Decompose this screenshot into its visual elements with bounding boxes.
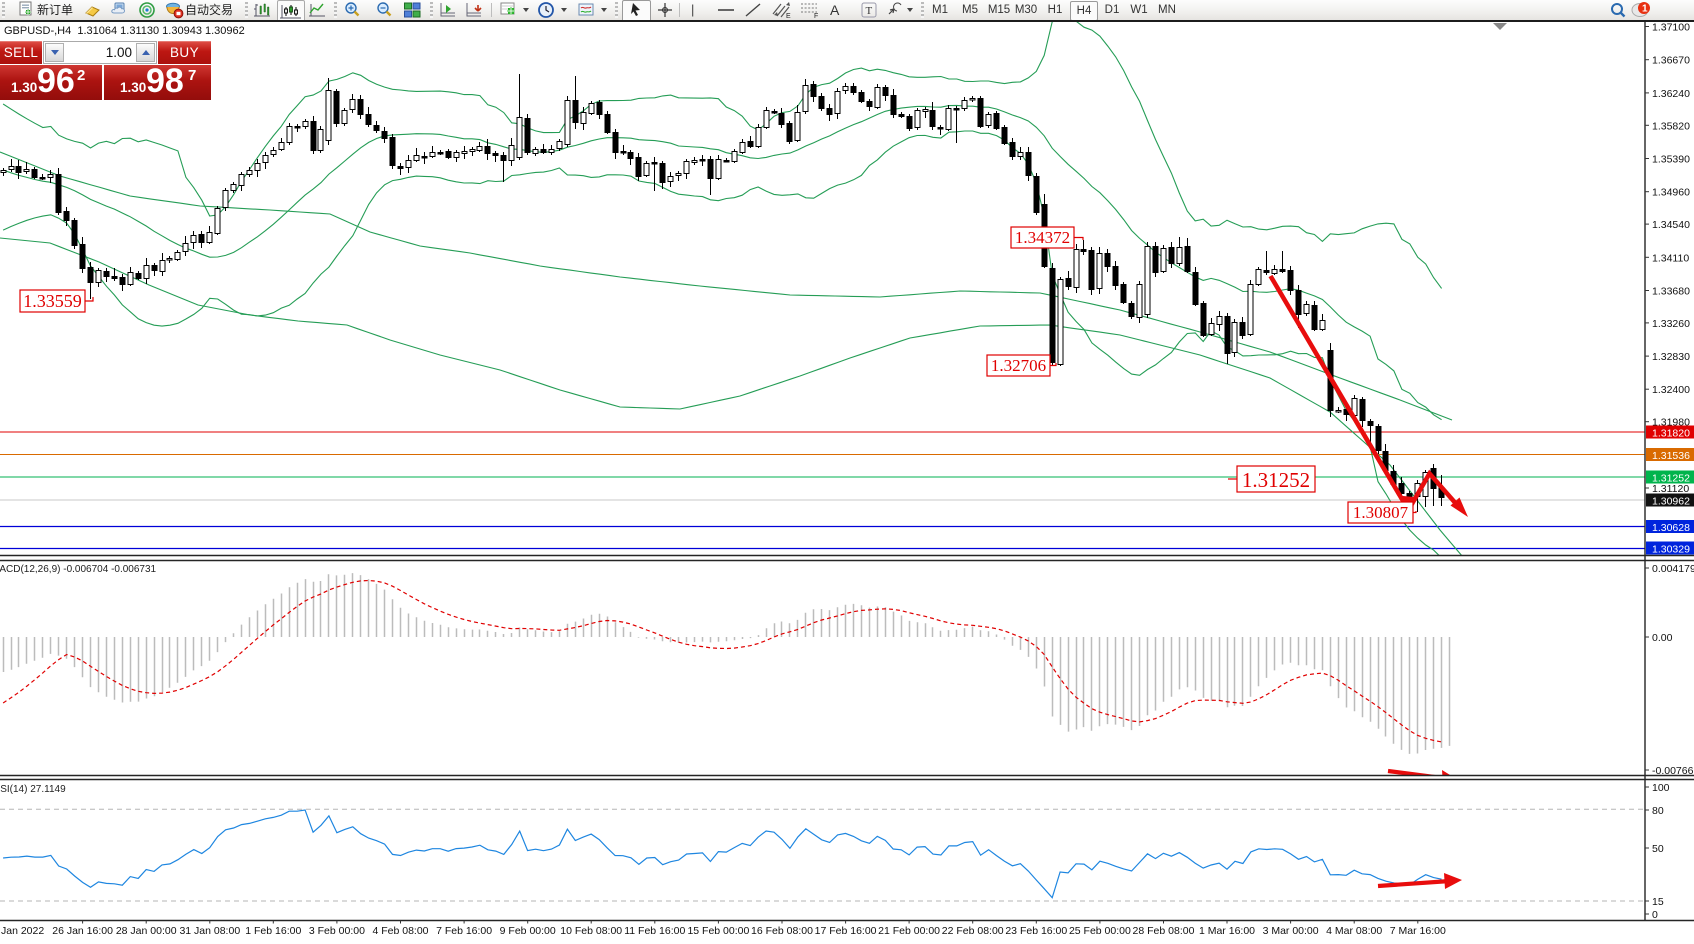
svg-text:1.33559: 1.33559 xyxy=(23,291,82,311)
svg-text:15 Feb 00:00: 15 Feb 00:00 xyxy=(687,925,749,937)
svg-text:16 Feb 08:00: 16 Feb 08:00 xyxy=(751,925,813,937)
svg-text:1.33260: 1.33260 xyxy=(1652,318,1690,330)
svg-text:RSI(14) 27.1149: RSI(14) 27.1149 xyxy=(0,784,66,795)
svg-text:1.32830: 1.32830 xyxy=(1652,351,1690,363)
svg-text:E: E xyxy=(786,13,791,20)
svg-text:1 Feb 16:00: 1 Feb 16:00 xyxy=(245,925,301,937)
svg-text:0: 0 xyxy=(1652,909,1658,921)
svg-text:Jan 2022: Jan 2022 xyxy=(1,925,44,937)
svg-text:1.33680: 1.33680 xyxy=(1652,286,1690,298)
svg-text:23 Feb 16:00: 23 Feb 16:00 xyxy=(1005,925,1067,937)
svg-text:1.31252: 1.31252 xyxy=(1652,473,1690,485)
svg-text:28 Feb 08:00: 28 Feb 08:00 xyxy=(1133,925,1195,937)
svg-text:7 Feb 16:00: 7 Feb 16:00 xyxy=(436,925,492,937)
svg-text:GBPUSD-,H4 1.31064 1.31130 1.: GBPUSD-,H4 1.31064 1.31130 1.30943 1.309… xyxy=(4,25,245,37)
svg-text:1.31120: 1.31120 xyxy=(1652,483,1689,495)
svg-text:1.34372: 1.34372 xyxy=(1015,228,1070,247)
svg-text:31 Jan 08:00: 31 Jan 08:00 xyxy=(179,925,240,937)
svg-text:15: 15 xyxy=(1652,896,1664,908)
svg-text:0.00: 0.00 xyxy=(1652,632,1673,644)
svg-text:1.31536: 1.31536 xyxy=(1652,450,1690,462)
svg-text:80: 80 xyxy=(1652,805,1664,817)
svg-text:1.34110: 1.34110 xyxy=(1652,252,1689,264)
svg-text:4 Mar 08:00: 4 Mar 08:00 xyxy=(1326,925,1382,937)
svg-text:1.30329: 1.30329 xyxy=(1652,544,1690,556)
svg-text:4 Feb 08:00: 4 Feb 08:00 xyxy=(372,925,428,937)
svg-text:22 Feb 08:00: 22 Feb 08:00 xyxy=(942,925,1004,937)
svg-text:9 Feb 00:00: 9 Feb 00:00 xyxy=(500,925,556,937)
svg-text:0.004179: 0.004179 xyxy=(1652,563,1694,575)
svg-text:1.31252: 1.31252 xyxy=(1242,468,1310,492)
svg-text:10 Feb 08:00: 10 Feb 08:00 xyxy=(560,925,622,937)
svg-text:17 Feb 16:00: 17 Feb 16:00 xyxy=(815,925,877,937)
svg-text:11 Feb 16:00: 11 Feb 16:00 xyxy=(624,925,685,937)
svg-text:21 Feb 00:00: 21 Feb 00:00 xyxy=(878,925,940,937)
svg-text:26 Jan 16:00: 26 Jan 16:00 xyxy=(52,925,113,937)
svg-text:100: 100 xyxy=(1652,782,1670,794)
svg-text:1.36670: 1.36670 xyxy=(1652,55,1690,67)
svg-text:T: T xyxy=(866,5,873,17)
svg-text:28 Jan 00:00: 28 Jan 00:00 xyxy=(116,925,177,937)
svg-text:1.34960: 1.34960 xyxy=(1652,187,1690,199)
svg-text:1.34540: 1.34540 xyxy=(1652,219,1690,231)
svg-text:1.36240: 1.36240 xyxy=(1652,88,1690,100)
svg-text:F: F xyxy=(814,13,818,20)
svg-text:50: 50 xyxy=(1652,843,1664,855)
svg-text:1.32706: 1.32706 xyxy=(991,356,1046,375)
svg-text:1.35820: 1.35820 xyxy=(1652,120,1690,132)
svg-text:25 Feb 00:00: 25 Feb 00:00 xyxy=(1069,925,1131,937)
svg-text:-0.007666: -0.007666 xyxy=(1652,765,1694,777)
svg-text:1.30807: 1.30807 xyxy=(1353,503,1409,522)
svg-text:1.35390: 1.35390 xyxy=(1652,154,1690,166)
svg-text:3 Mar 00:00: 3 Mar 00:00 xyxy=(1263,925,1319,937)
svg-text:1.30962: 1.30962 xyxy=(1652,496,1690,508)
svg-text:7 Mar 16:00: 7 Mar 16:00 xyxy=(1390,925,1446,937)
svg-text:1.37100: 1.37100 xyxy=(1652,22,1690,34)
svg-text:1 Mar 16:00: 1 Mar 16:00 xyxy=(1199,925,1255,937)
svg-text:1.31820: 1.31820 xyxy=(1652,428,1690,440)
svg-text:1: 1 xyxy=(1642,4,1648,15)
svg-text:1.30628: 1.30628 xyxy=(1652,522,1690,534)
svg-text:MACD(12,26,9) -0.006704 -0.006: MACD(12,26,9) -0.006704 -0.006731 xyxy=(0,564,157,575)
svg-text:3 Feb 00:00: 3 Feb 00:00 xyxy=(309,925,365,937)
svg-text:1.32400: 1.32400 xyxy=(1652,384,1690,396)
